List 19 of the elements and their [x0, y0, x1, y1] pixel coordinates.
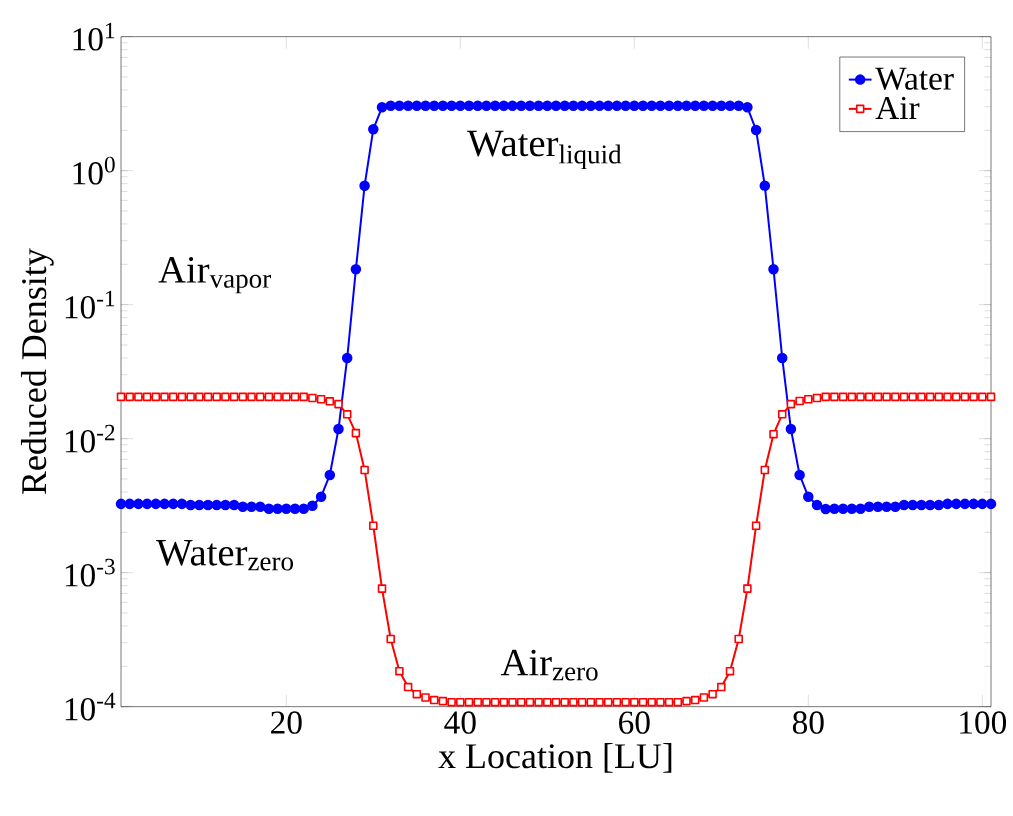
y-tick-label: 10$^{0}$ [73, 156, 115, 185]
annotation: Air$_{zero}$ [500, 649, 598, 681]
annotation: Water$_{zero}$ [156, 539, 293, 571]
legend-label: Water [875, 67, 954, 91]
x-tick-label: 40 [444, 711, 476, 734]
y-tick-label: 10$^{-2}$ [65, 424, 115, 453]
x-axis-title: x Location [LU] [438, 743, 672, 773]
y-tick-label: 10$^{1}$ [73, 22, 115, 51]
x-tick-label: 20 [271, 711, 302, 734]
x-tick-label: 100 [960, 711, 1007, 734]
y-tick-label: 10$^{-1}$ [65, 290, 115, 319]
annotation: Air$_{vapor}$ [158, 257, 271, 294]
annotation: Water$_{liquid}$ [467, 130, 622, 170]
y-tick-label: 10$^{-3}$ [65, 558, 115, 587]
x-tick-label: 60 [619, 711, 650, 734]
y-tick-label: 10$^{-4}$ [65, 692, 116, 721]
x-tick-label: 80 [792, 711, 824, 734]
y-axis-title: Reduced Density [20, 248, 54, 495]
legend-label: Air [875, 96, 920, 119]
